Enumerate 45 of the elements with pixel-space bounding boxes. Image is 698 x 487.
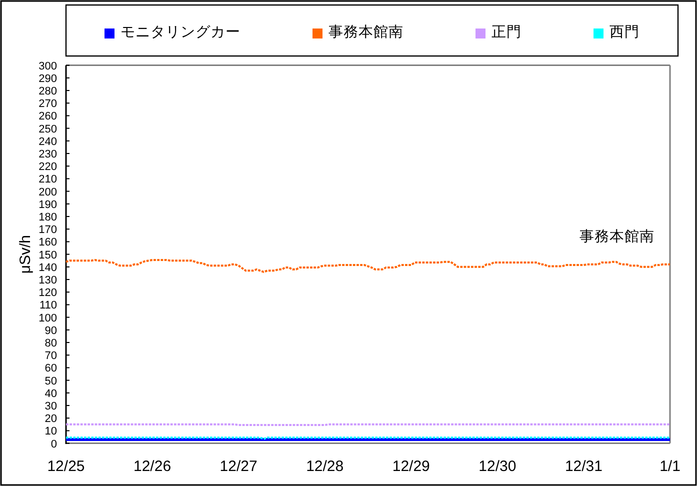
y-tick-label: 300 — [38, 60, 57, 72]
y-tick-label: 120 — [38, 287, 57, 300]
y-tick-label: 30 — [44, 400, 57, 412]
y-tick-label: 200 — [38, 186, 57, 198]
y-tick-label: 290 — [38, 72, 57, 85]
y-tick-label: 260 — [38, 110, 57, 123]
y-axis-title: μSv/h — [17, 234, 34, 274]
y-tick-label: 10 — [44, 426, 57, 438]
y-tick-label: 240 — [38, 136, 57, 148]
y-tick-label: 230 — [38, 148, 57, 160]
x-tick-label: 12/25 — [47, 458, 85, 475]
x-tick-label: 12/27 — [220, 458, 258, 475]
y-tick-label: 0 — [50, 438, 57, 450]
x-tick-label: 1/1 — [660, 458, 680, 475]
y-tick-label: 170 — [38, 224, 57, 236]
y-tick-label: 210 — [38, 174, 57, 186]
y-tick-label: 250 — [38, 123, 57, 136]
legend-label: モニタリングカー — [120, 24, 240, 40]
y-tick-label: 130 — [38, 274, 57, 286]
x-tick-label: 12/26 — [134, 458, 172, 475]
annotation: 事務本館南 — [580, 228, 654, 245]
y-tick-label: 90 — [44, 324, 57, 337]
legend-label: 事務本館南 — [328, 24, 404, 40]
y-tick-label: 40 — [44, 388, 57, 400]
y-tick-label: 150 — [38, 249, 57, 262]
y-tick-label: 280 — [38, 86, 57, 98]
y-tick-label: 190 — [38, 198, 57, 211]
y-tick-label: 180 — [38, 212, 57, 224]
y-tick-label: 20 — [44, 413, 57, 426]
x-tick-label: 12/30 — [478, 458, 516, 475]
y-tick-label: 100 — [38, 312, 57, 324]
x-tick-label: 12/28 — [306, 458, 344, 475]
y-tick-label: 220 — [38, 161, 57, 174]
legend-label: 西門 — [610, 24, 640, 40]
y-tick-label: 270 — [38, 98, 57, 110]
legend-label: 正門 — [492, 24, 522, 40]
y-tick-label: 80 — [44, 338, 57, 350]
y-tick-label: 160 — [38, 236, 57, 249]
y-tick-label: 50 — [44, 375, 57, 388]
y-tick-label: 140 — [38, 262, 57, 274]
y-tick-label: 60 — [44, 362, 57, 375]
x-tick-label: 12/29 — [392, 458, 430, 475]
y-tick-label: 70 — [44, 350, 57, 362]
y-tick-label: 110 — [39, 300, 57, 312]
x-tick-label: 12/31 — [564, 458, 602, 475]
